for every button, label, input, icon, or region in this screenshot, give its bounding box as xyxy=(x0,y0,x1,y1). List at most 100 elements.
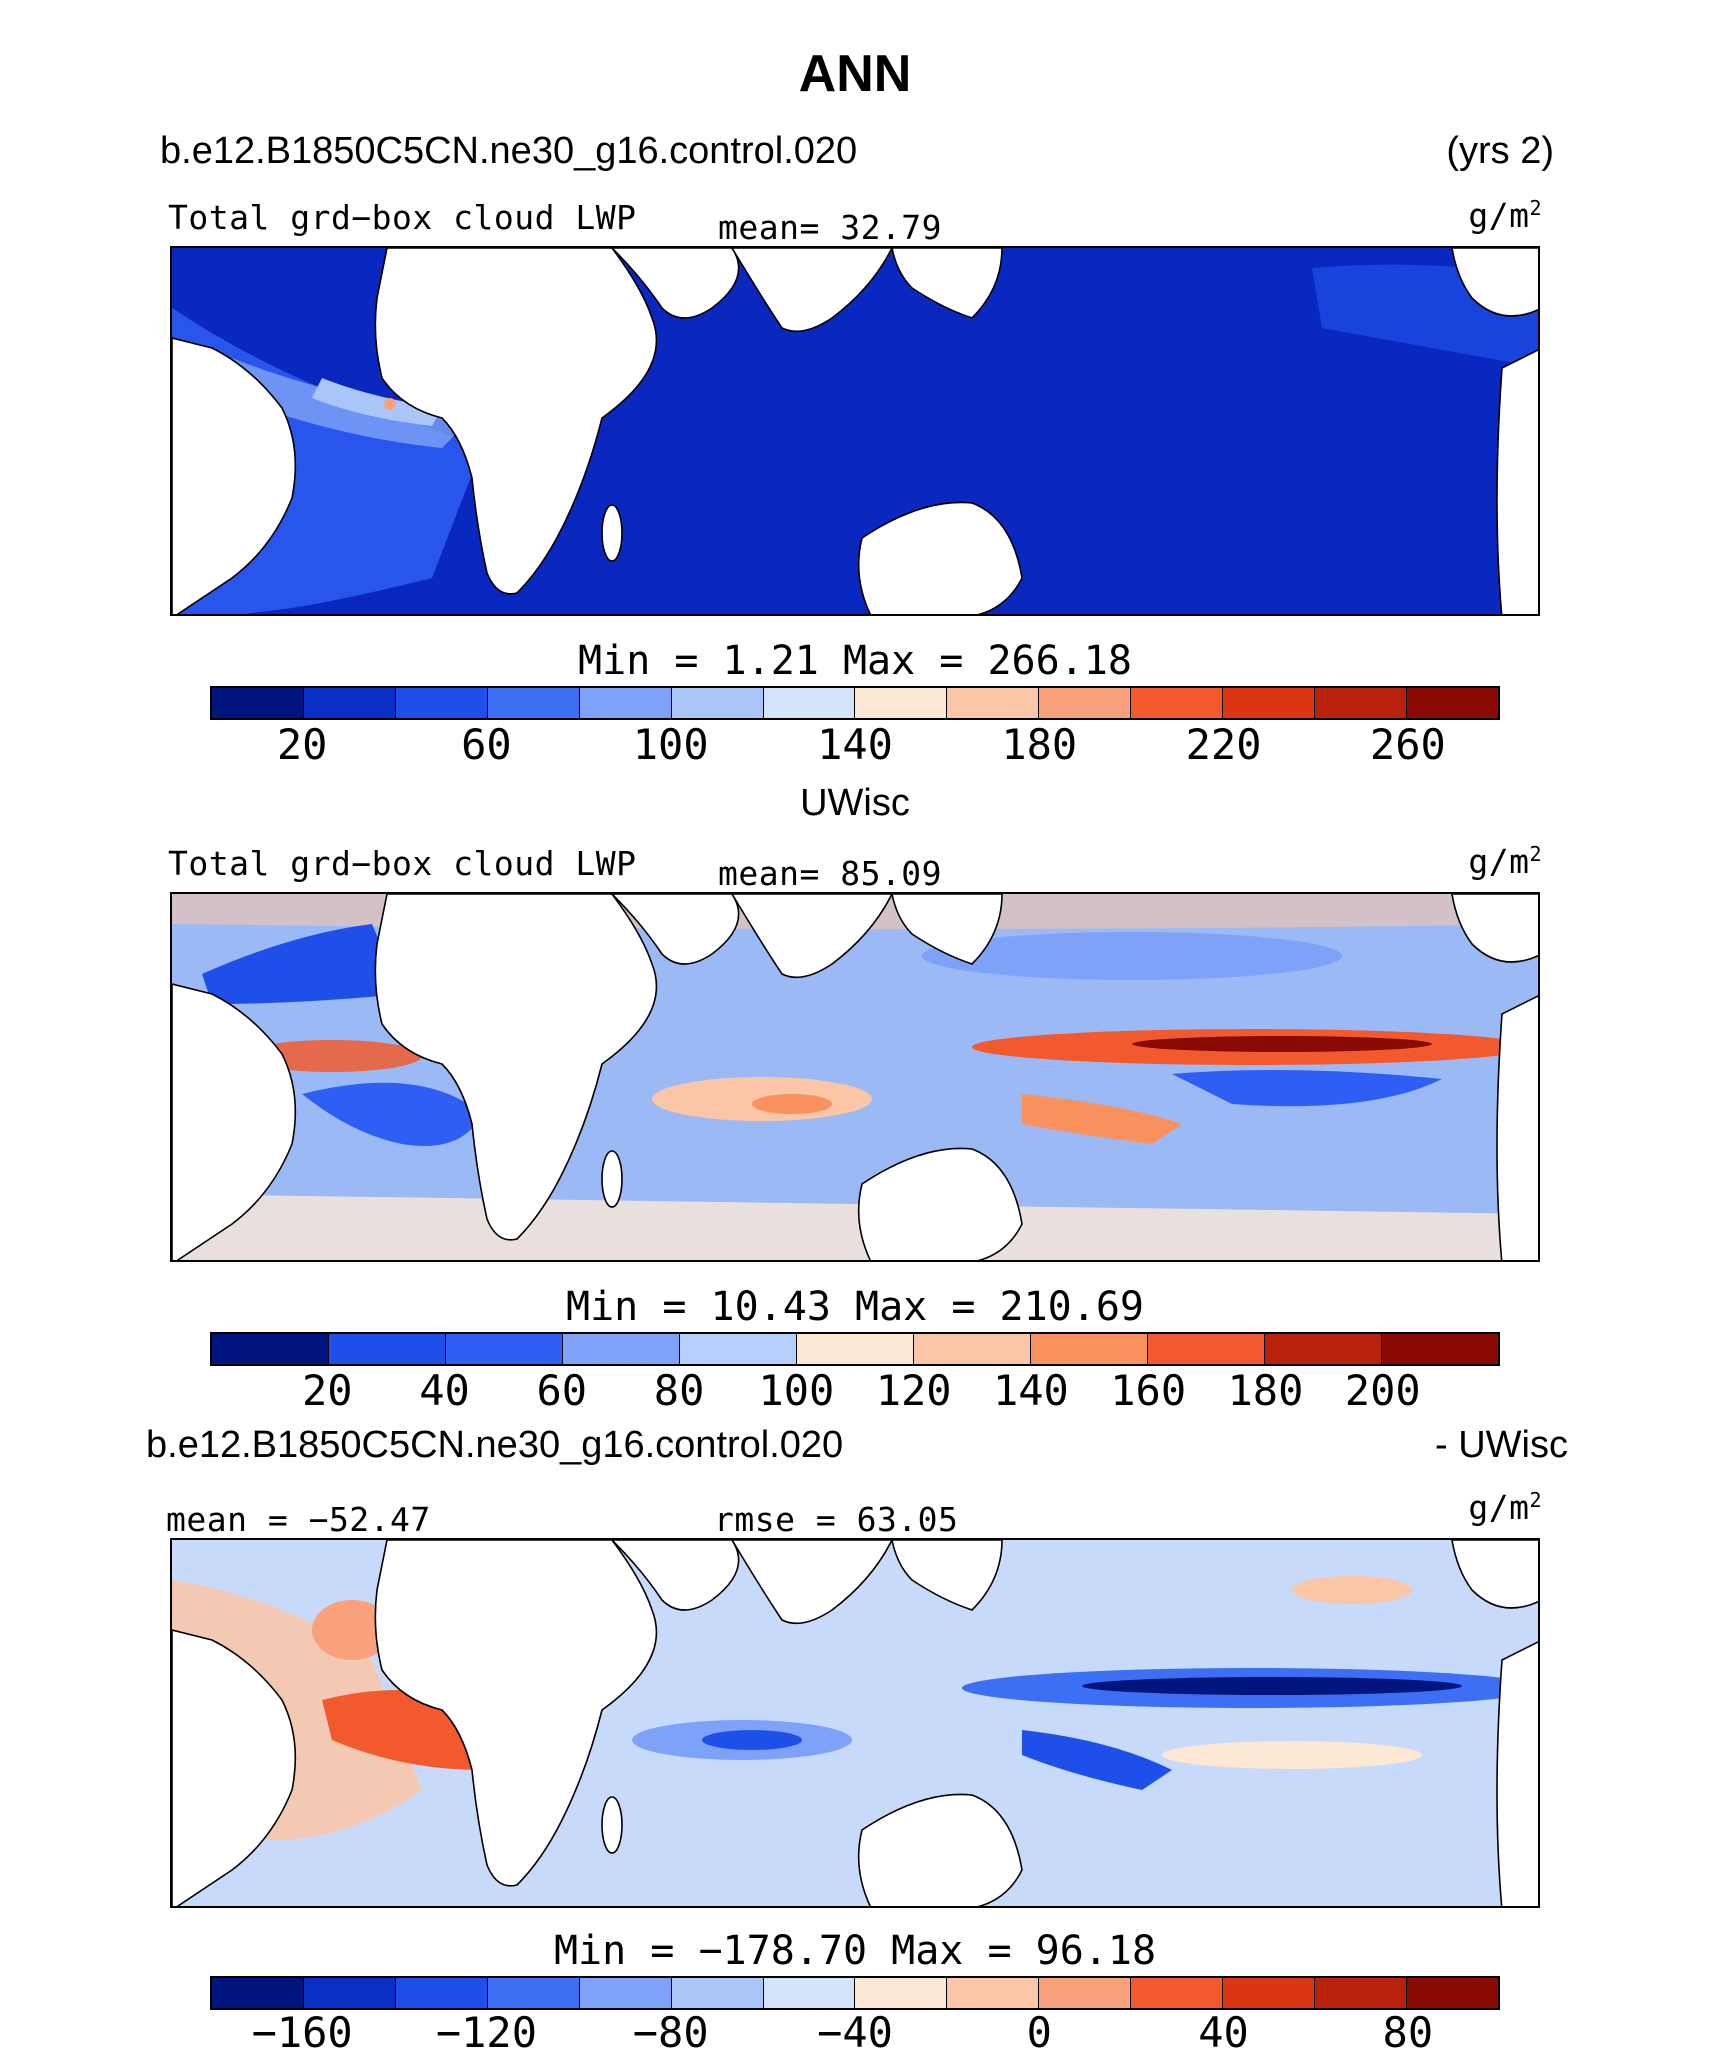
colorbar-tick-label: 180 xyxy=(1001,720,1078,769)
panel1-map xyxy=(170,246,1540,616)
panel2-section-title: UWisc xyxy=(800,782,910,824)
colorbar-tick-label: 220 xyxy=(1185,720,1262,769)
panel3-map-svg xyxy=(172,1540,1538,1906)
panel2-colorbar-ticks: 20 40 60 80 100 120 140 160 180 200 xyxy=(210,1366,1500,1415)
colorbar-tick-label: 80 xyxy=(653,1366,705,1415)
colorbar-swatch xyxy=(487,1978,580,2008)
panel3-mean: mean = −52.47 xyxy=(166,1500,431,1539)
years-label: (yrs 2) xyxy=(1446,130,1554,172)
colorbar-swatch xyxy=(947,1978,1040,2008)
panel2-mean: mean= 85.09 xyxy=(718,854,943,893)
colorbar-swatch xyxy=(303,688,396,718)
panel3-rmse: rmse = 63.05 xyxy=(714,1500,959,1539)
colorbar-swatch xyxy=(446,1334,563,1364)
colorbar-swatch xyxy=(395,1978,488,2008)
colorbar-swatch xyxy=(763,1978,856,2008)
panel3-map xyxy=(170,1538,1540,1908)
colorbar-tick-label: 260 xyxy=(1369,720,1446,769)
colorbar-swatch xyxy=(1406,688,1498,718)
panel3-natl-pos xyxy=(312,1600,392,1660)
panel1-india xyxy=(731,248,893,333)
colorbar-swatch xyxy=(947,688,1040,718)
panel1-south-america xyxy=(172,337,297,614)
panel1-minmax: Min = 1.21 Max = 266.18 xyxy=(578,638,1132,684)
colorbar-swatch xyxy=(329,1334,446,1364)
colorbar-swatch xyxy=(1148,1334,1265,1364)
panel3-case-name: b.e12.B1850C5CN.ne30_g16.control.020 xyxy=(146,1424,844,1466)
colorbar-swatch xyxy=(1223,688,1316,718)
colorbar-swatch xyxy=(1406,1978,1498,2008)
panel1-americas-east xyxy=(1496,349,1538,614)
colorbar-swatch xyxy=(395,688,488,718)
colorbar-tick-label: 20 xyxy=(276,720,328,769)
colorbar-swatch xyxy=(212,1334,329,1364)
colorbar-tick-label: 0 xyxy=(1026,2008,1052,2057)
colorbar-swatch xyxy=(797,1334,914,1364)
panel2-map-svg xyxy=(172,894,1538,1260)
colorbar-swatch xyxy=(914,1334,1031,1364)
panel2-units: g/m2 xyxy=(1468,842,1542,881)
panel3-spac-pos xyxy=(1162,1741,1422,1769)
panel1-africa xyxy=(374,248,658,595)
colorbar-swatch xyxy=(303,1978,396,2008)
colorbar-tick-label: −120 xyxy=(435,2008,537,2057)
panel3-colorbar-ticks: −160 −120 −80 −40 0 40 80 xyxy=(210,2008,1500,2057)
colorbar-tick-label: 40 xyxy=(1198,2008,1249,2057)
panel2-natl-low xyxy=(202,924,402,1004)
panel1-variable: Total grd−box cloud LWP xyxy=(168,198,637,237)
colorbar-tick-label: −80 xyxy=(632,2008,709,2057)
colorbar-tick-label: 80 xyxy=(1382,2008,1434,2057)
panel3-units: g/m2 xyxy=(1468,1488,1542,1527)
panel2-map xyxy=(170,892,1540,1262)
colorbar-swatch xyxy=(855,1978,948,2008)
colorbar-swatch xyxy=(1315,688,1407,718)
colorbar-tick-label: 140 xyxy=(992,1366,1069,1415)
panel1-units: g/m2 xyxy=(1468,196,1542,235)
panel3-minmax: Min = −178.70 Max = 96.18 xyxy=(553,1928,1157,1974)
panel2-io-core xyxy=(752,1094,832,1114)
colorbar-swatch xyxy=(579,1978,672,2008)
panel3-io-core xyxy=(702,1730,802,1750)
panel2-variable: Total grd−box cloud LWP xyxy=(168,844,637,883)
colorbar-swatch xyxy=(671,1978,764,2008)
colorbar-swatch xyxy=(680,1334,797,1364)
panel1-land xyxy=(172,248,1538,614)
panel1-hotspot xyxy=(384,398,396,410)
colorbar-tick-label: 180 xyxy=(1227,1366,1304,1415)
colorbar-tick-label: 140 xyxy=(817,720,893,769)
panel1-colorbar-ticks: 20 60 100 140 180 220 260 xyxy=(210,720,1500,769)
colorbar-swatch xyxy=(763,688,856,718)
case-name: b.e12.B1850C5CN.ne30_g16.control.020 xyxy=(160,130,858,172)
colorbar-tick-label: −40 xyxy=(817,2008,893,2057)
colorbar-swatch xyxy=(671,688,764,718)
panel1-north-america xyxy=(1451,248,1538,317)
colorbar-swatch xyxy=(563,1334,680,1364)
panel3-pac-core xyxy=(1082,1677,1462,1695)
colorbar-swatch xyxy=(212,688,304,718)
colorbar-swatch xyxy=(855,688,948,718)
panel2-pac-itcz-core xyxy=(1132,1036,1432,1052)
colorbar-tick-label: 120 xyxy=(875,1366,952,1415)
colorbar-tick-label: 100 xyxy=(758,1366,835,1415)
panel2-sa-low xyxy=(302,1082,482,1146)
colorbar-swatch xyxy=(1265,1334,1382,1364)
panel1-indochina xyxy=(891,248,1003,319)
panel1-map-svg xyxy=(172,248,1538,614)
colorbar-swatch xyxy=(487,688,580,718)
colorbar-swatch xyxy=(1039,688,1132,718)
panel2-npac-low xyxy=(922,932,1342,980)
colorbar-tick-label: 160 xyxy=(1110,1366,1187,1415)
colorbar-swatch xyxy=(1315,1978,1407,2008)
figure-title: ANN xyxy=(798,45,912,103)
colorbar-tick-label: 60 xyxy=(536,1366,588,1415)
colorbar-tick-label: −160 xyxy=(251,2008,353,2057)
colorbar-swatch xyxy=(1031,1334,1148,1364)
colorbar-swatch xyxy=(212,1978,304,2008)
colorbar-tick-label: 60 xyxy=(461,720,512,769)
colorbar-swatch xyxy=(1382,1334,1498,1364)
colorbar-swatch xyxy=(1131,688,1224,718)
panel3-land xyxy=(172,1540,1538,1906)
colorbar-tick-label: 200 xyxy=(1344,1366,1421,1415)
colorbar-tick-label: 100 xyxy=(632,720,709,769)
panel2-minmax: Min = 10.43 Max = 210.69 xyxy=(566,1284,1144,1330)
